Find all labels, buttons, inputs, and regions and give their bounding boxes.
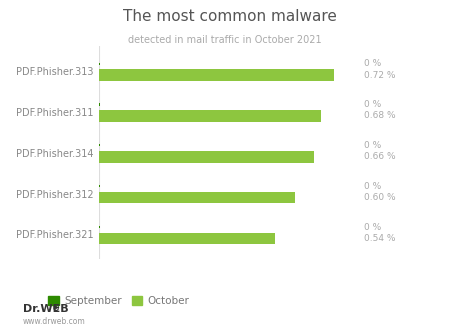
Text: 0.68 %: 0.68 % bbox=[364, 112, 396, 121]
Bar bbox=[99, 110, 321, 122]
Bar bbox=[99, 69, 334, 81]
Bar bbox=[99, 192, 295, 204]
Bar bbox=[99, 226, 100, 228]
Text: Dr.WEB: Dr.WEB bbox=[22, 304, 68, 314]
Bar bbox=[99, 151, 315, 163]
Text: www.drweb.com: www.drweb.com bbox=[22, 317, 85, 326]
Text: detected in mail traffic in October 2021: detected in mail traffic in October 2021 bbox=[128, 35, 322, 45]
Bar bbox=[99, 144, 100, 146]
Text: 0.72 %: 0.72 % bbox=[364, 71, 396, 80]
Bar bbox=[99, 185, 100, 187]
Text: 0 %: 0 % bbox=[364, 100, 381, 109]
Bar bbox=[99, 104, 100, 106]
Text: 0 %: 0 % bbox=[364, 59, 381, 68]
Text: 0.54 %: 0.54 % bbox=[364, 234, 396, 243]
Bar bbox=[99, 233, 275, 244]
Text: 0 %: 0 % bbox=[364, 222, 381, 232]
Text: 0 %: 0 % bbox=[364, 141, 381, 150]
Title: The most common malware: The most common malware bbox=[122, 10, 337, 25]
Text: 0.60 %: 0.60 % bbox=[364, 193, 396, 202]
Text: 0 %: 0 % bbox=[364, 182, 381, 191]
Bar bbox=[99, 63, 100, 65]
Text: 0.66 %: 0.66 % bbox=[364, 152, 396, 161]
Legend: September, October: September, October bbox=[44, 292, 193, 310]
Text: ®: ® bbox=[52, 305, 60, 314]
